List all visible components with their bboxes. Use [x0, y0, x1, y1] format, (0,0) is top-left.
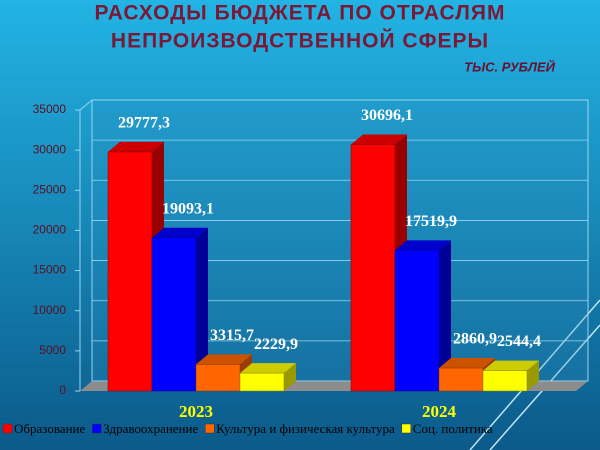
chart-title: РАСХОДЫ БЮДЖЕТА ПО ОТРАСЛЯМ — [95, 2, 506, 25]
value-label: 19093,1 — [162, 200, 214, 217]
legend-label: Культура и физическая культура — [216, 421, 395, 436]
legend-swatch — [205, 423, 215, 434]
legend-label: Образование — [14, 421, 85, 436]
legend-swatch — [401, 423, 412, 434]
bar — [239, 372, 285, 392]
bar — [151, 237, 197, 392]
value-label: 2860,9 — [453, 331, 497, 348]
bar — [394, 250, 440, 392]
bar-side — [196, 227, 208, 391]
bar-top — [240, 363, 296, 374]
y-tick-label: 25000 — [33, 182, 67, 196]
y-axis — [79, 99, 93, 111]
y-tick-label: 20000 — [33, 223, 67, 237]
value-label: 30696,1 — [361, 107, 413, 124]
value-label: 2544,4 — [497, 333, 541, 350]
bar — [107, 151, 153, 392]
bar-top — [395, 240, 451, 251]
y-tick-label: 35000 — [33, 102, 67, 116]
y-tick-label: 30000 — [33, 142, 67, 156]
y-tick-label: 0 — [59, 383, 66, 397]
value-label: 3315,7 — [210, 327, 254, 344]
bar — [438, 367, 484, 392]
y-tick-label: 5000 — [39, 343, 66, 357]
bar-top — [351, 134, 407, 145]
bar-top — [439, 358, 495, 369]
bar — [482, 370, 528, 392]
legend-label: Соц. политика — [413, 421, 493, 436]
bar-top — [483, 360, 539, 371]
y-tick-label: 15000 — [33, 263, 67, 277]
bar — [195, 364, 241, 392]
bar-top — [196, 354, 252, 365]
bar-top — [108, 141, 164, 152]
bar-side — [284, 363, 296, 391]
legend-swatch — [2, 423, 13, 434]
bar — [350, 144, 396, 392]
value-label: 17519,9 — [405, 213, 457, 230]
legend-swatch — [92, 423, 102, 434]
x-tick-label: 2024 — [422, 402, 457, 421]
y-tick-label: 10000 — [33, 303, 67, 317]
chart-subtitle: ТЫС. РУБЛЕЙ — [464, 58, 555, 74]
bar-side — [439, 240, 451, 391]
legend-label: Здравоохранение — [103, 421, 198, 436]
value-label: 2229,9 — [254, 336, 298, 353]
bar-side — [527, 360, 539, 391]
x-tick-label: 2023 — [179, 402, 213, 421]
chart-title: НЕПРОИЗВОДСТВЕННОЙ СФЕРЫ — [111, 29, 489, 53]
value-label: 29777,3 — [118, 115, 170, 132]
bar-top — [152, 227, 208, 238]
